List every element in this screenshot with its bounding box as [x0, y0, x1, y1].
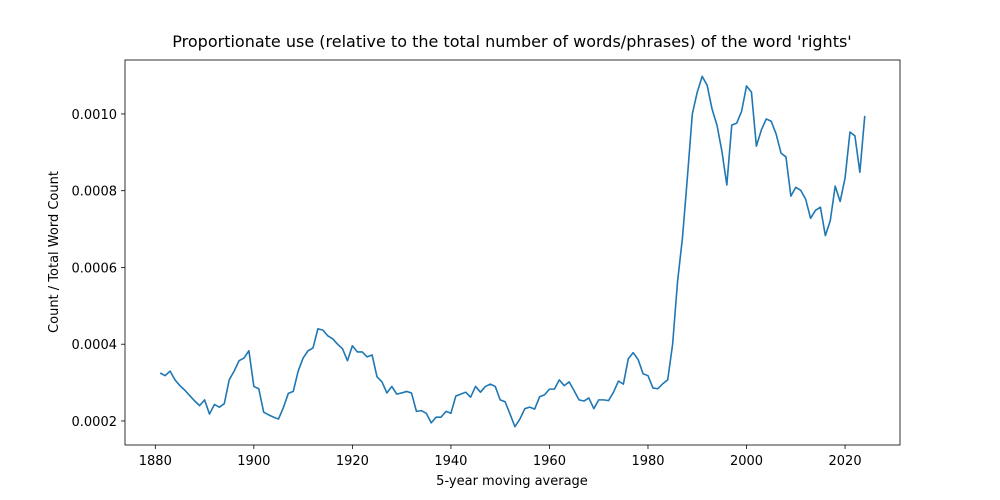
- x-tick-label: 1960: [533, 454, 566, 469]
- plot-frame: [124, 59, 901, 446]
- x-tick-label: 1980: [631, 454, 664, 469]
- y-tick-label: 0.0006: [72, 261, 118, 276]
- y-tick-label: 0.0002: [72, 415, 118, 430]
- x-tick-label: 2020: [829, 454, 862, 469]
- x-tick-label: 1880: [139, 454, 172, 469]
- x-axis-label: 5-year moving average: [436, 474, 588, 489]
- x-tick-label: 2000: [730, 454, 763, 469]
- line-series: [159, 75, 866, 428]
- x-tick-label: 1940: [434, 454, 467, 469]
- chart-title: Proportionate use (relative to the total…: [172, 32, 851, 51]
- y-tick-label: 0.0004: [72, 338, 118, 353]
- y-tick-label: 0.0008: [72, 185, 118, 200]
- x-tick-label: 1920: [336, 454, 369, 469]
- y-axis-label: Count / Total Word Count: [47, 171, 62, 333]
- x-tick-label: 1900: [237, 454, 270, 469]
- y-tick-label: 0.0010: [72, 108, 118, 123]
